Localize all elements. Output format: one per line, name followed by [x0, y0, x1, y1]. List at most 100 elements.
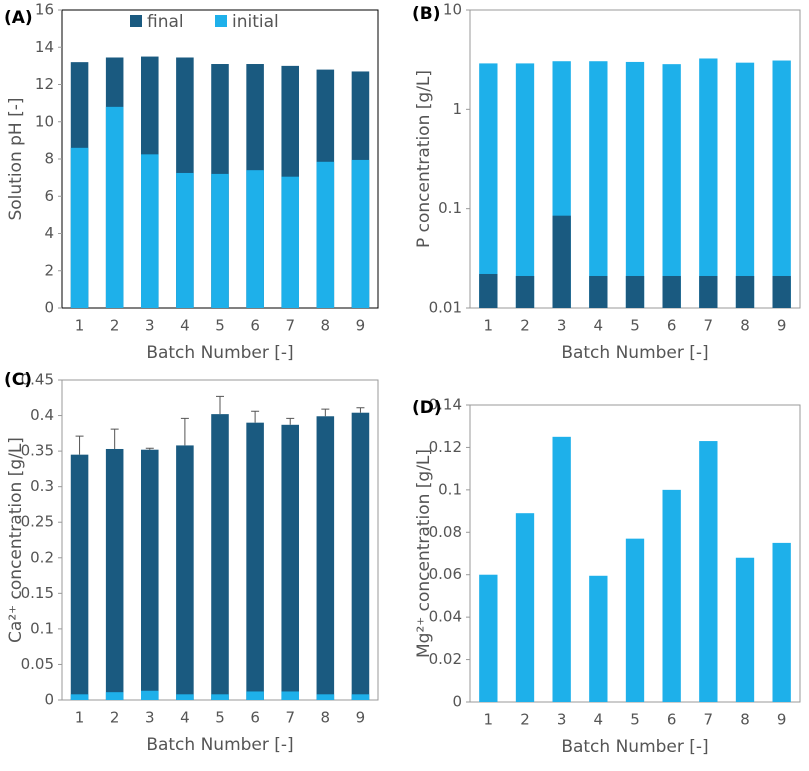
bar	[589, 61, 608, 309]
y-tick-label: 0.15	[21, 584, 54, 602]
x-tick-label: 1	[484, 711, 494, 729]
y-tick-label: 8	[44, 150, 54, 168]
x-tick-label: 5	[215, 317, 225, 335]
bar	[316, 161, 335, 308]
y-axis-label: Solution pH [-]	[6, 97, 26, 220]
bar	[479, 273, 498, 308]
y-tick-label: 1	[452, 100, 462, 118]
bar	[141, 154, 159, 308]
y-tick-label: 6	[44, 187, 54, 205]
bar	[351, 159, 370, 308]
bar	[625, 538, 645, 702]
x-tick-label: 2	[110, 317, 120, 335]
y-tick-label: 0.04	[429, 608, 462, 626]
bar	[479, 574, 498, 702]
x-tick-label: 3	[557, 711, 567, 729]
x-tick-label: 4	[594, 317, 604, 335]
y-tick-label: 0.4	[30, 406, 54, 424]
bar	[281, 691, 299, 700]
error-bar	[286, 417, 295, 425]
bar	[246, 170, 264, 308]
bar	[625, 275, 645, 308]
bar	[662, 275, 681, 308]
y-tick-label: 10	[443, 1, 462, 19]
error-bar	[216, 395, 224, 415]
bar	[625, 61, 645, 309]
legend-label: initial	[232, 12, 279, 32]
x-tick-label: 6	[250, 709, 260, 727]
y-tick-label: 0	[44, 691, 54, 709]
bar	[589, 575, 608, 702]
y-tick-label: 0.02	[429, 650, 462, 668]
bar	[141, 690, 159, 700]
bar	[515, 513, 535, 702]
error-bar	[110, 428, 119, 449]
bar	[316, 694, 335, 700]
x-axis-label: Batch Number [-]	[146, 735, 293, 755]
bar	[316, 416, 335, 700]
bar	[735, 275, 755, 308]
x-tick-label: 1	[75, 317, 85, 335]
bar	[772, 275, 791, 308]
y-tick-label: 0.1	[438, 480, 462, 498]
legend-swatch	[215, 15, 227, 27]
bar	[552, 215, 571, 308]
bar	[479, 63, 498, 309]
y-tick-label: 10	[35, 112, 54, 130]
y-axis-label: Ca²⁺ concentration [g/L]	[6, 437, 26, 643]
x-tick-label: 3	[557, 317, 567, 335]
x-tick-label: 2	[110, 709, 120, 727]
x-tick-label: 8	[321, 709, 331, 727]
error-bar	[180, 417, 189, 446]
x-tick-label: 3	[145, 317, 155, 335]
x-axis-label: Batch Number [-]	[146, 343, 293, 363]
bar	[515, 63, 535, 309]
bar	[141, 449, 159, 700]
panel-label: (B)	[412, 4, 441, 24]
bar	[351, 412, 370, 700]
y-tick-label: 2	[44, 261, 54, 279]
bar	[176, 172, 194, 308]
y-tick-label: 0	[44, 299, 54, 317]
x-tick-label: 3	[145, 709, 155, 727]
x-tick-label: 8	[740, 317, 750, 335]
x-tick-label: 1	[484, 317, 494, 335]
y-tick-label: 0.06	[429, 565, 462, 583]
bar	[735, 557, 755, 702]
error-bar	[251, 410, 260, 423]
y-tick-label: 0.3	[30, 477, 54, 495]
x-tick-label: 1	[75, 709, 85, 727]
bar	[351, 694, 370, 700]
bar	[662, 64, 681, 309]
y-tick-label: 12	[35, 75, 54, 93]
x-tick-label: 9	[777, 711, 787, 729]
x-tick-label: 6	[667, 711, 677, 729]
y-tick-label: 0.12	[429, 438, 462, 456]
bar	[589, 275, 608, 308]
y-tick-label: 0.2	[30, 548, 54, 566]
bar	[281, 424, 299, 700]
x-tick-label: 5	[630, 711, 640, 729]
bar	[105, 448, 124, 700]
x-tick-label: 8	[740, 711, 750, 729]
x-tick-label: 8	[321, 317, 331, 335]
panel-label: (A)	[4, 8, 33, 28]
bar	[735, 62, 755, 309]
x-tick-label: 9	[356, 317, 366, 335]
x-tick-label: 2	[520, 711, 530, 729]
x-tick-label: 7	[704, 317, 714, 335]
y-tick-label: 4	[44, 224, 54, 242]
bar	[515, 275, 535, 308]
y-tick-label: 16	[35, 1, 54, 19]
y-tick-label: 0.08	[429, 523, 462, 541]
bar	[211, 173, 229, 308]
bar	[105, 106, 124, 308]
bar	[176, 694, 194, 700]
bar	[772, 60, 791, 309]
y-tick-label: 0.1	[30, 619, 54, 637]
legend-swatch	[130, 15, 142, 27]
x-tick-label: 5	[215, 709, 225, 727]
x-tick-label: 4	[180, 317, 190, 335]
error-bar	[356, 407, 365, 413]
